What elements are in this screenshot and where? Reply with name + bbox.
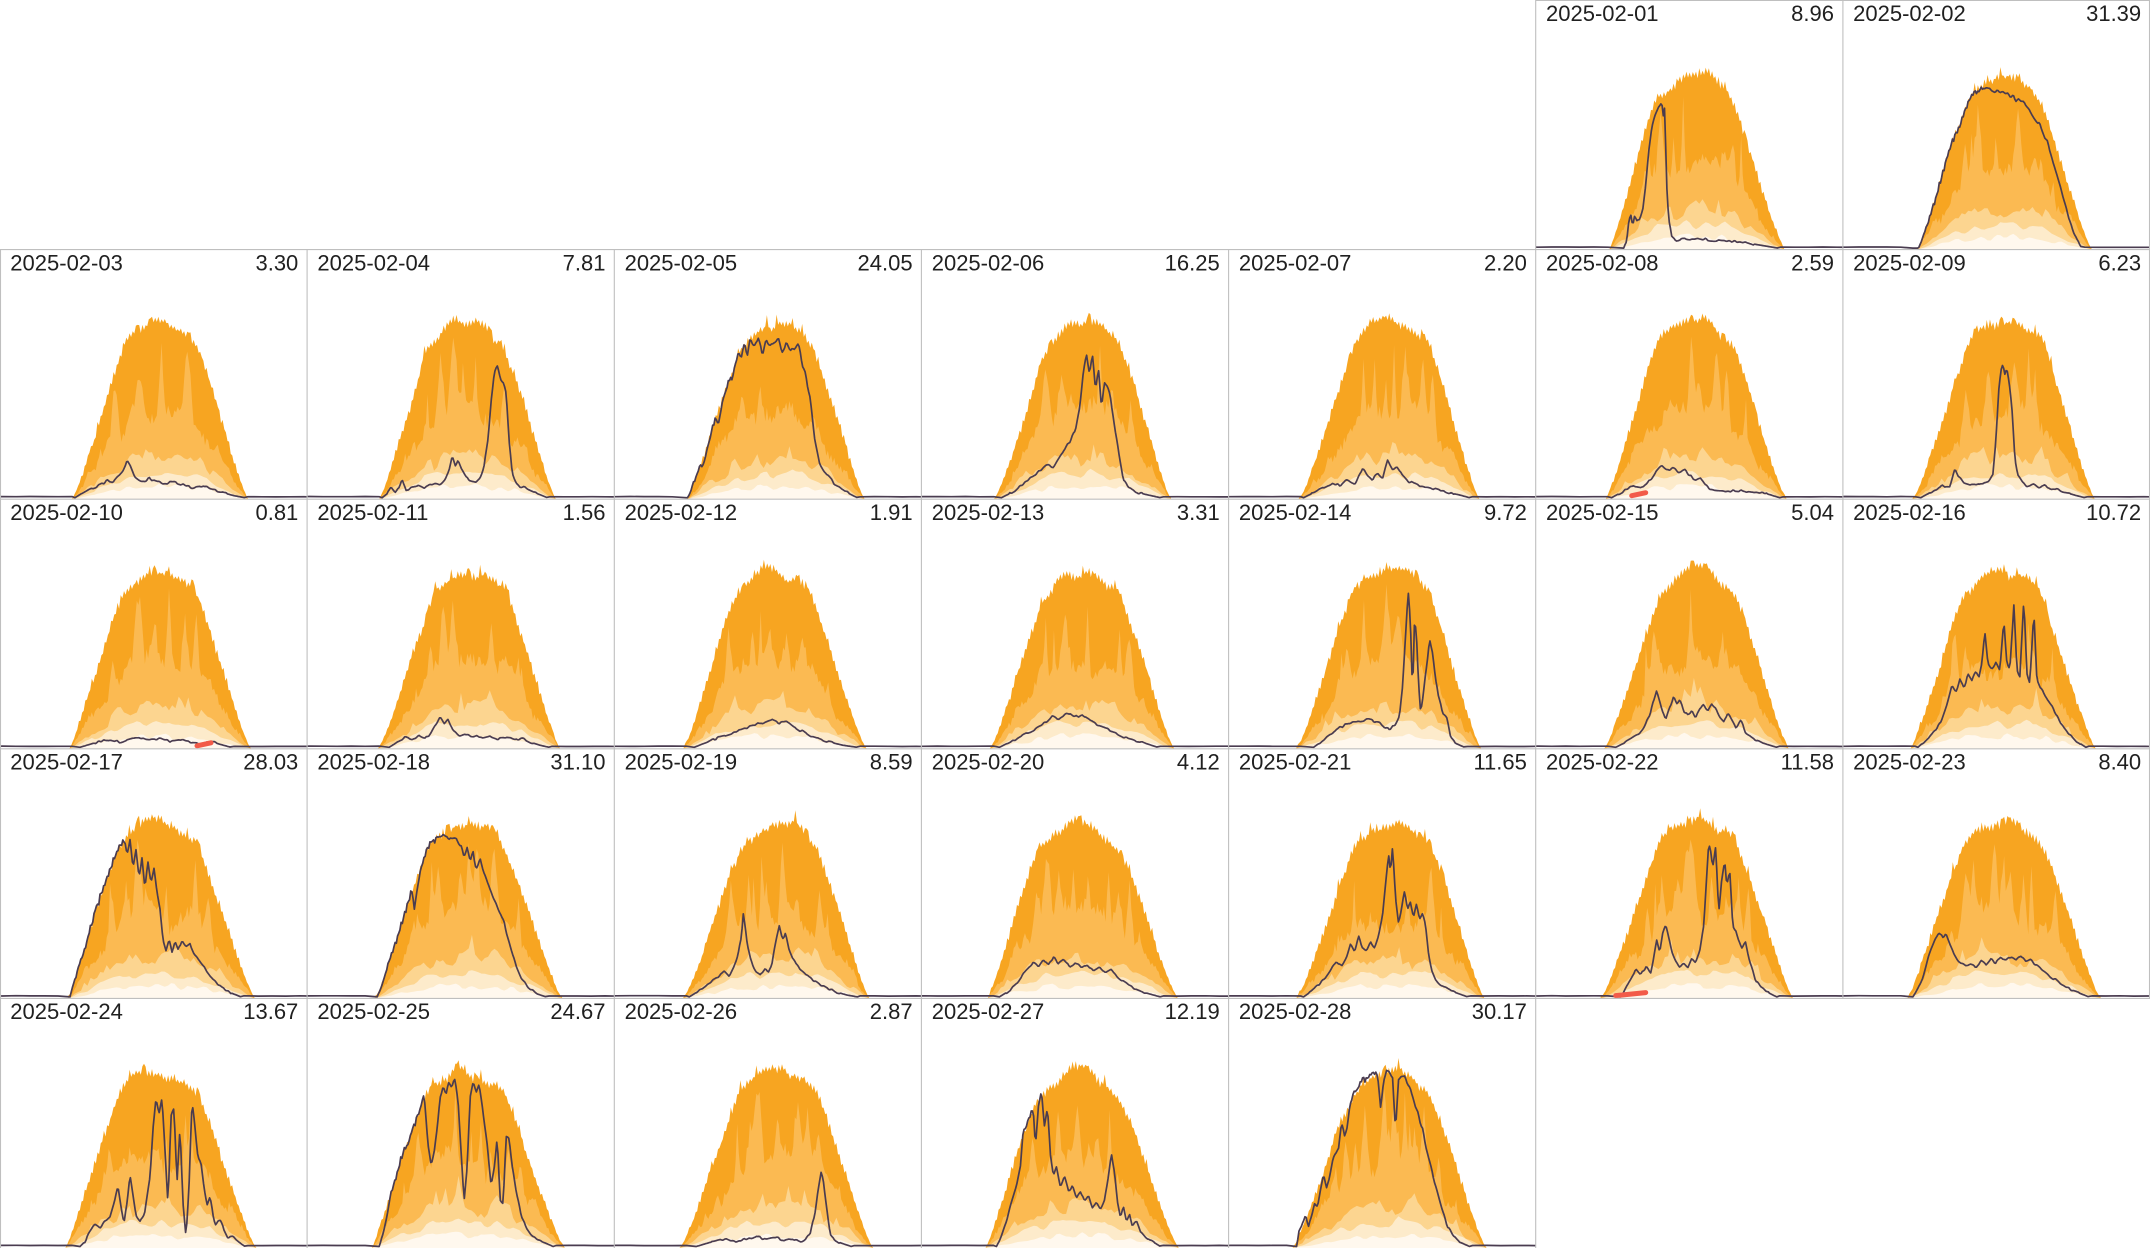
svg-text:2.20: 2.20: [1484, 250, 1527, 275]
svg-text:8.40: 8.40: [2098, 750, 2141, 775]
svg-text:2025-02-19: 2025-02-19: [625, 750, 738, 775]
svg-text:2025-02-15: 2025-02-15: [1546, 500, 1659, 525]
svg-text:2025-02-25: 2025-02-25: [317, 999, 430, 1024]
svg-text:2025-02-28: 2025-02-28: [1239, 999, 1352, 1024]
svg-text:2025-02-12: 2025-02-12: [625, 500, 738, 525]
svg-text:2025-02-23: 2025-02-23: [1853, 750, 1966, 775]
svg-text:3.31: 3.31: [1177, 500, 1220, 525]
svg-text:1.56: 1.56: [563, 500, 606, 525]
svg-text:1.91: 1.91: [870, 500, 913, 525]
svg-text:16.25: 16.25: [1165, 250, 1220, 275]
svg-text:28.03: 28.03: [243, 750, 298, 775]
svg-text:2025-02-20: 2025-02-20: [932, 750, 1045, 775]
svg-text:31.39: 31.39: [2086, 1, 2141, 26]
svg-text:8.59: 8.59: [870, 750, 913, 775]
svg-text:2025-02-04: 2025-02-04: [317, 250, 430, 275]
svg-text:2025-02-06: 2025-02-06: [932, 250, 1045, 275]
svg-text:12.19: 12.19: [1165, 999, 1220, 1024]
svg-text:13.67: 13.67: [243, 999, 298, 1024]
svg-text:0.81: 0.81: [255, 500, 298, 525]
svg-text:2025-02-11: 2025-02-11: [317, 500, 428, 525]
svg-text:2.59: 2.59: [1791, 250, 1834, 275]
svg-text:2025-02-10: 2025-02-10: [10, 500, 123, 525]
svg-text:2025-02-05: 2025-02-05: [625, 250, 738, 275]
svg-text:2025-02-22: 2025-02-22: [1546, 750, 1659, 775]
svg-text:7.81: 7.81: [563, 250, 606, 275]
svg-text:9.72: 9.72: [1484, 500, 1527, 525]
svg-text:11.58: 11.58: [1781, 750, 1834, 775]
svg-text:6.23: 6.23: [2098, 250, 2141, 275]
svg-text:2025-02-09: 2025-02-09: [1853, 250, 1966, 275]
svg-text:2025-02-24: 2025-02-24: [10, 999, 123, 1024]
svg-text:8.96: 8.96: [1791, 1, 1834, 26]
svg-text:2025-02-27: 2025-02-27: [932, 999, 1045, 1024]
svg-text:10.72: 10.72: [2086, 500, 2141, 525]
svg-text:2025-02-03: 2025-02-03: [10, 250, 123, 275]
svg-text:2025-02-13: 2025-02-13: [932, 500, 1045, 525]
svg-text:2025-02-16: 2025-02-16: [1853, 500, 1966, 525]
svg-text:2025-02-02: 2025-02-02: [1853, 1, 1966, 26]
svg-text:11.65: 11.65: [1473, 750, 1526, 775]
svg-text:24.67: 24.67: [550, 999, 605, 1024]
svg-text:4.12: 4.12: [1177, 750, 1220, 775]
svg-text:2025-02-01: 2025-02-01: [1546, 1, 1659, 26]
svg-text:31.10: 31.10: [550, 750, 605, 775]
svg-text:2025-02-26: 2025-02-26: [625, 999, 738, 1024]
svg-text:2025-02-08: 2025-02-08: [1546, 250, 1659, 275]
svg-text:30.17: 30.17: [1472, 999, 1527, 1024]
svg-text:2025-02-07: 2025-02-07: [1239, 250, 1352, 275]
svg-text:2025-02-21: 2025-02-21: [1239, 750, 1352, 775]
svg-text:3.30: 3.30: [255, 250, 298, 275]
svg-text:2025-02-17: 2025-02-17: [10, 750, 123, 775]
svg-text:24.05: 24.05: [858, 250, 913, 275]
svg-text:2025-02-18: 2025-02-18: [317, 750, 430, 775]
svg-text:2025-02-14: 2025-02-14: [1239, 500, 1352, 525]
svg-text:5.04: 5.04: [1791, 500, 1834, 525]
svg-text:2.87: 2.87: [870, 999, 913, 1024]
